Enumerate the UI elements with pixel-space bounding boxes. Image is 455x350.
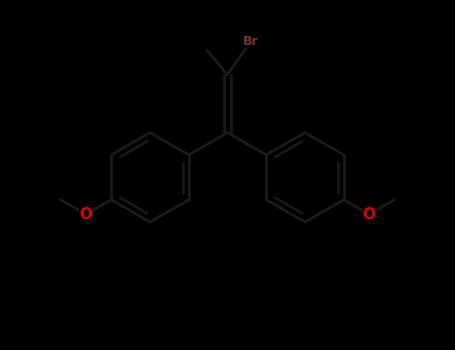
Text: O: O — [79, 207, 92, 222]
Text: Br: Br — [243, 35, 258, 48]
Text: O: O — [363, 207, 376, 222]
